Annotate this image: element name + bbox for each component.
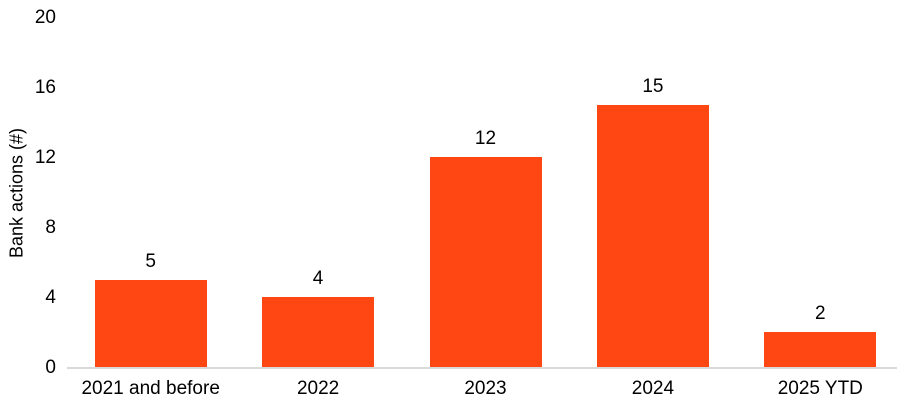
y-tick-label: 16: [34, 76, 56, 98]
value-label: 2: [815, 303, 826, 324]
bar-2023: [429, 157, 542, 367]
value-label: 15: [642, 75, 664, 97]
y-tick-label: 12: [34, 146, 56, 168]
x-axis-line: [67, 367, 897, 369]
y-tick-label: 4: [45, 286, 56, 308]
value-label: 12: [474, 128, 497, 149]
x-tick-label: 2021 and before: [81, 378, 220, 399]
bar-2021-and-before: [94, 279, 207, 367]
bar-2022: [262, 297, 375, 367]
y-tick-label: 8: [45, 216, 56, 238]
x-tick-label: 2024: [631, 378, 675, 399]
y-tick-label: 20: [34, 6, 56, 28]
x-tick-label: 2025 YTD: [777, 378, 863, 399]
x-tick-label: 2023: [464, 378, 507, 399]
bar-2025-ytd: [764, 332, 877, 367]
x-tick-label: 2022: [296, 378, 340, 399]
bar-2024: [596, 104, 709, 367]
y-tick-label: 0: [45, 356, 56, 378]
value-label: 5: [145, 250, 156, 272]
value-label: 4: [312, 268, 324, 289]
